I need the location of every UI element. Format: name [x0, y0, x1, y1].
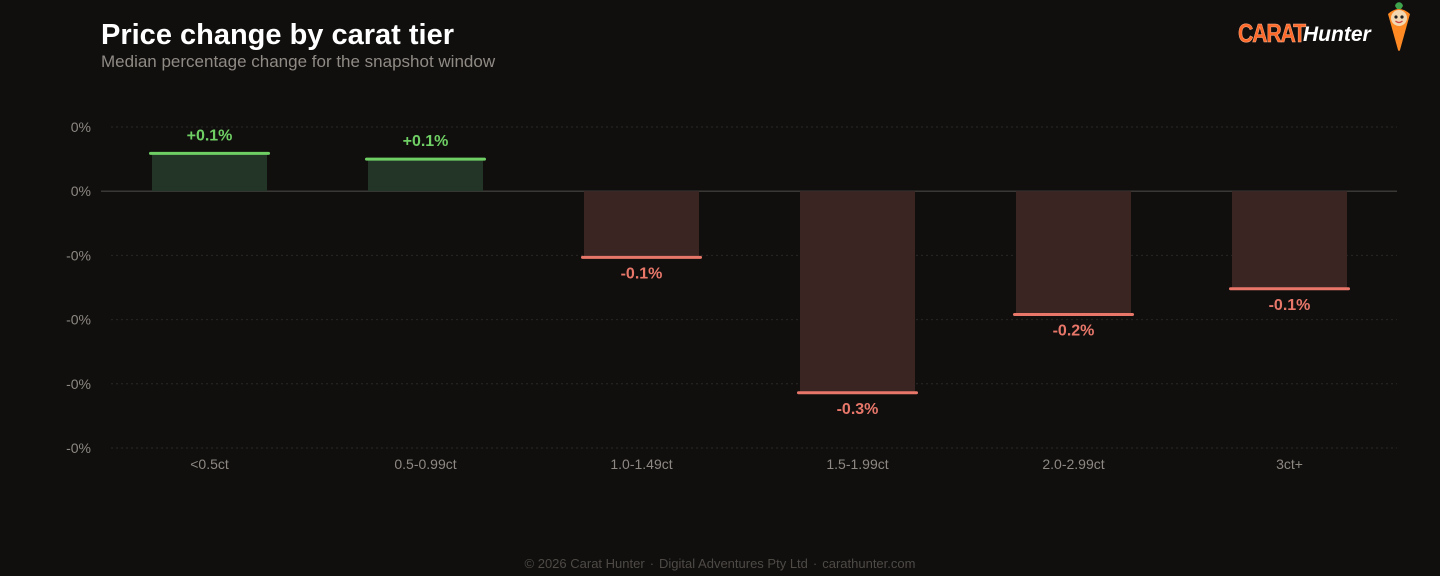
- data-label: +0.1%: [403, 133, 449, 150]
- data-label: -0.2%: [1053, 322, 1095, 339]
- chart-title: Price change by carat tier: [101, 19, 454, 51]
- bar-2[interactable]: [584, 191, 699, 258]
- grid-layer: [101, 126, 1397, 449]
- footer-copyright: © 2026 Carat Hunter: [524, 556, 645, 571]
- logo-carat-text: CARAT: [1238, 18, 1307, 49]
- x-tick-label: 1.5-1.99ct: [826, 456, 888, 472]
- chart-subtitle: Median percentage change for the snapsho…: [101, 52, 496, 71]
- bar-3[interactable]: [800, 191, 915, 393]
- x-tick-label: 3ct+: [1276, 456, 1303, 472]
- data-label: -0.3%: [837, 401, 879, 418]
- data-label: +0.1%: [187, 127, 233, 144]
- brand-logo[interactable]: CARAT Hunter: [1238, 0, 1418, 56]
- data-label: -0.1%: [621, 265, 663, 282]
- footer-site-link[interactable]: carathunter.com: [822, 556, 916, 571]
- y-tick-label: -0%: [66, 376, 91, 392]
- y-tick-label: -0%: [66, 440, 91, 456]
- x-tick-label: 1.0-1.49ct: [610, 456, 672, 472]
- footer: © 2026 Carat Hunter · Digital Adventures P…: [524, 556, 916, 571]
- x-axis-ticks: <0.5ct 0.5-0.99ct 1.0-1.49ct 1.5-1.99ct 2.0-…: [190, 456, 1303, 472]
- bar-0[interactable]: [152, 153, 267, 192]
- bar-1[interactable]: [368, 159, 483, 192]
- data-labels: +0.1% +0.1% -0.1% -0.3% -0.2% -0.1%: [187, 127, 1311, 417]
- y-tick-label: 0%: [71, 119, 91, 135]
- bars: [149, 151, 1350, 395]
- carrot-mascot-icon: [1388, 2, 1410, 51]
- y-tick-label: -0%: [66, 312, 91, 328]
- y-tick-label: 0%: [71, 183, 91, 199]
- y-tick-label: -0%: [66, 247, 91, 263]
- bar-4[interactable]: [1016, 191, 1131, 315]
- bar-5[interactable]: [1232, 191, 1347, 289]
- x-tick-label: <0.5ct: [190, 456, 229, 472]
- x-tick-label: 2.0-2.99ct: [1042, 456, 1104, 472]
- x-tick-label: 0.5-0.99ct: [394, 456, 456, 472]
- logo-hunter-text: Hunter: [1303, 23, 1371, 46]
- footer-company: Digital Adventures Pty Ltd: [659, 556, 808, 571]
- data-label: -0.1%: [1269, 297, 1311, 314]
- y-axis-ticks: 0% 0% -0% -0% -0% -0%: [66, 119, 91, 456]
